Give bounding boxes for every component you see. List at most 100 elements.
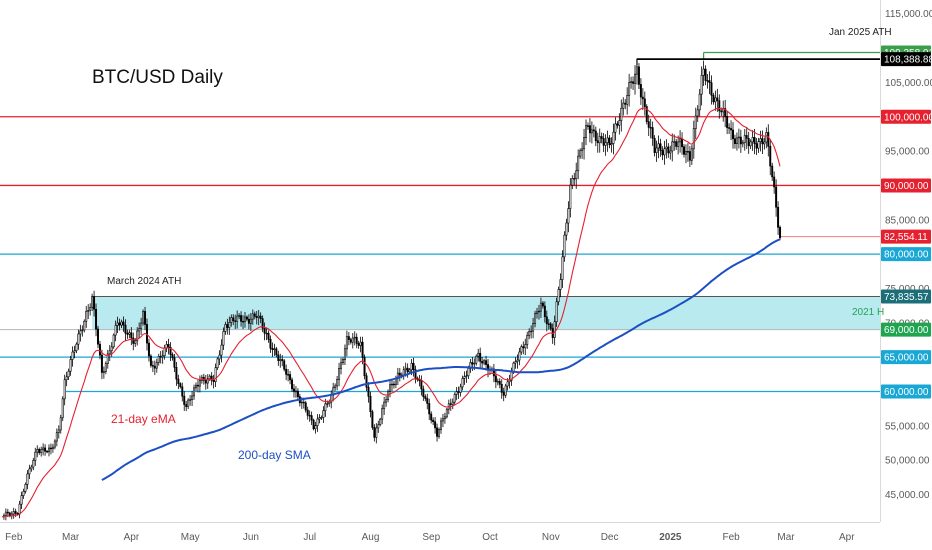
candle-body xyxy=(602,138,605,146)
candle-body xyxy=(741,142,744,145)
candle-body xyxy=(183,395,186,405)
candle-body xyxy=(77,333,80,345)
candle-body xyxy=(167,344,170,348)
time-tick-label: Nov xyxy=(542,532,560,543)
candle-body xyxy=(379,418,382,425)
candle-body xyxy=(610,143,613,146)
candle-body xyxy=(144,311,147,325)
candle-body xyxy=(571,178,574,186)
candle-body xyxy=(95,308,98,330)
price-tick-label: 95,000.00 xyxy=(885,147,930,158)
candle-body xyxy=(496,381,499,383)
candle-body xyxy=(253,313,256,317)
candle-body xyxy=(387,391,390,401)
candle-body xyxy=(318,417,321,420)
candle-body xyxy=(632,81,635,84)
price-badge-label: 80,000.00 xyxy=(884,250,929,261)
candle-body xyxy=(251,313,254,320)
time-tick-label: Apr xyxy=(839,532,855,543)
candle-body xyxy=(336,379,339,387)
candle-body xyxy=(773,176,776,188)
candle-body xyxy=(63,379,66,400)
candle-body xyxy=(726,116,729,128)
candles-layer xyxy=(2,58,782,521)
candle-body xyxy=(44,447,47,452)
candle-body xyxy=(651,127,654,139)
candle-body xyxy=(208,375,211,380)
candle-body xyxy=(46,450,49,453)
time-tick-label: 2025 xyxy=(659,532,682,543)
candle-body xyxy=(594,130,597,142)
candle-body xyxy=(355,336,358,344)
candle-body xyxy=(671,141,674,152)
candle-body xyxy=(461,378,464,388)
candle-body xyxy=(110,346,113,352)
candle-body xyxy=(220,344,223,356)
candle-body xyxy=(498,381,501,385)
candle-body xyxy=(520,346,523,353)
time-tick-label: Feb xyxy=(723,532,741,543)
candle-body xyxy=(673,141,676,143)
candle-body xyxy=(732,129,734,140)
candle-body xyxy=(343,348,346,360)
candle-body xyxy=(679,138,682,143)
candle-body xyxy=(375,427,378,438)
candle-body xyxy=(269,338,272,349)
candle-body xyxy=(634,73,636,84)
candle-body xyxy=(585,125,587,138)
candle-body xyxy=(549,323,552,329)
candle-body xyxy=(341,359,344,364)
candle-body xyxy=(426,398,429,404)
candle-body xyxy=(79,330,82,335)
candle-body xyxy=(430,413,433,421)
candle-body xyxy=(753,137,756,144)
candle-body xyxy=(704,68,707,81)
label-200-day-sma: 200-day SMA xyxy=(238,448,311,462)
candle-body xyxy=(692,128,695,150)
candle-body xyxy=(420,380,423,390)
candle-body xyxy=(267,332,270,340)
candle-body xyxy=(240,315,243,322)
candle-body xyxy=(575,170,578,180)
price-badge xyxy=(881,178,931,193)
candle-body xyxy=(467,368,470,377)
candle-body xyxy=(559,279,562,290)
candle-body xyxy=(232,317,235,322)
candle-body xyxy=(216,358,219,369)
candle-body xyxy=(473,362,476,365)
candle-body xyxy=(242,321,245,323)
candle-body xyxy=(118,322,121,326)
price-badge-label: 69,000.00 xyxy=(884,325,929,336)
candle-body xyxy=(85,310,88,322)
candle-body xyxy=(385,399,388,403)
candle-body xyxy=(389,384,392,392)
candle-body xyxy=(600,136,603,139)
candle-body xyxy=(641,96,644,100)
candle-body xyxy=(20,495,23,505)
candle-body xyxy=(98,343,101,356)
candle-body xyxy=(273,348,276,350)
price-badge xyxy=(881,109,931,124)
label-21-day-ema: 21-day eMA xyxy=(111,412,176,426)
candle-body xyxy=(643,98,646,107)
candle-body xyxy=(55,432,58,442)
candle-body xyxy=(694,115,697,129)
price-tick-label: 115,000.00 xyxy=(885,9,932,20)
candle-body xyxy=(451,401,454,405)
ath-lines-layer xyxy=(636,51,880,66)
candle-body xyxy=(173,357,176,368)
candle-body xyxy=(588,125,591,134)
candle-body xyxy=(414,369,417,379)
candle-body xyxy=(755,143,758,149)
candle-body xyxy=(151,365,154,367)
candle-body xyxy=(410,362,413,371)
time-tick-label: Aug xyxy=(362,532,380,543)
candle-body xyxy=(661,150,664,156)
candle-body xyxy=(22,491,25,496)
price-badge-label: 108,388.88 xyxy=(884,55,932,66)
candle-body xyxy=(567,208,570,224)
price-tick-label: 50,000.00 xyxy=(885,456,930,467)
candle-body xyxy=(436,427,439,437)
candle-body xyxy=(38,449,41,453)
candle-body xyxy=(485,360,488,365)
